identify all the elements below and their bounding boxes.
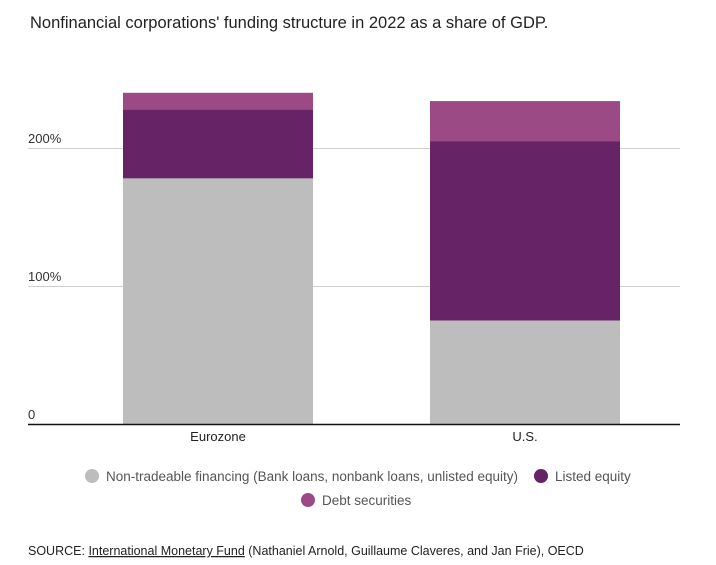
y-tick-label-0: 0 — [28, 407, 35, 422]
legend-swatch-1 — [534, 469, 548, 483]
legend-label-2: Debt securities — [322, 493, 412, 508]
x-tick-label-1: U.S. — [512, 429, 537, 444]
bar-us-series-0 — [430, 320, 620, 424]
bar-us-series-1 — [430, 141, 620, 321]
bar-eurozone-series-0 — [123, 178, 313, 424]
x-axis: Eurozone U.S. — [190, 429, 537, 444]
legend-swatch-2 — [301, 493, 315, 507]
bar-us-series-2 — [430, 101, 620, 142]
bar-eurozone-series-1 — [123, 109, 313, 179]
x-tick-label-0: Eurozone — [190, 429, 246, 444]
y-tick-label-2: 200% — [28, 131, 62, 146]
y-axis: 0 100% 200% — [28, 131, 62, 422]
legend-label-1: Listed equity — [555, 469, 631, 484]
legend-label-0: Non-tradeable financing (Bank loans, non… — [106, 469, 518, 484]
bar-eurozone-series-2 — [123, 92, 313, 110]
chart-title: Nonfinancial corporations' funding struc… — [30, 14, 548, 32]
bars — [123, 92, 620, 424]
source-line: SOURCE: International Monetary Fund (Nat… — [28, 544, 584, 558]
source-link[interactable]: International Monetary Fund — [88, 544, 244, 558]
legend-swatch-0 — [85, 469, 99, 483]
source-prefix: SOURCE: — [28, 544, 88, 558]
source-suffix: (Nathaniel Arnold, Guillaume Claveres, a… — [245, 544, 584, 558]
y-tick-label-1: 100% — [28, 269, 62, 284]
legend: Non-tradeable financing (Bank loans, non… — [85, 469, 631, 508]
